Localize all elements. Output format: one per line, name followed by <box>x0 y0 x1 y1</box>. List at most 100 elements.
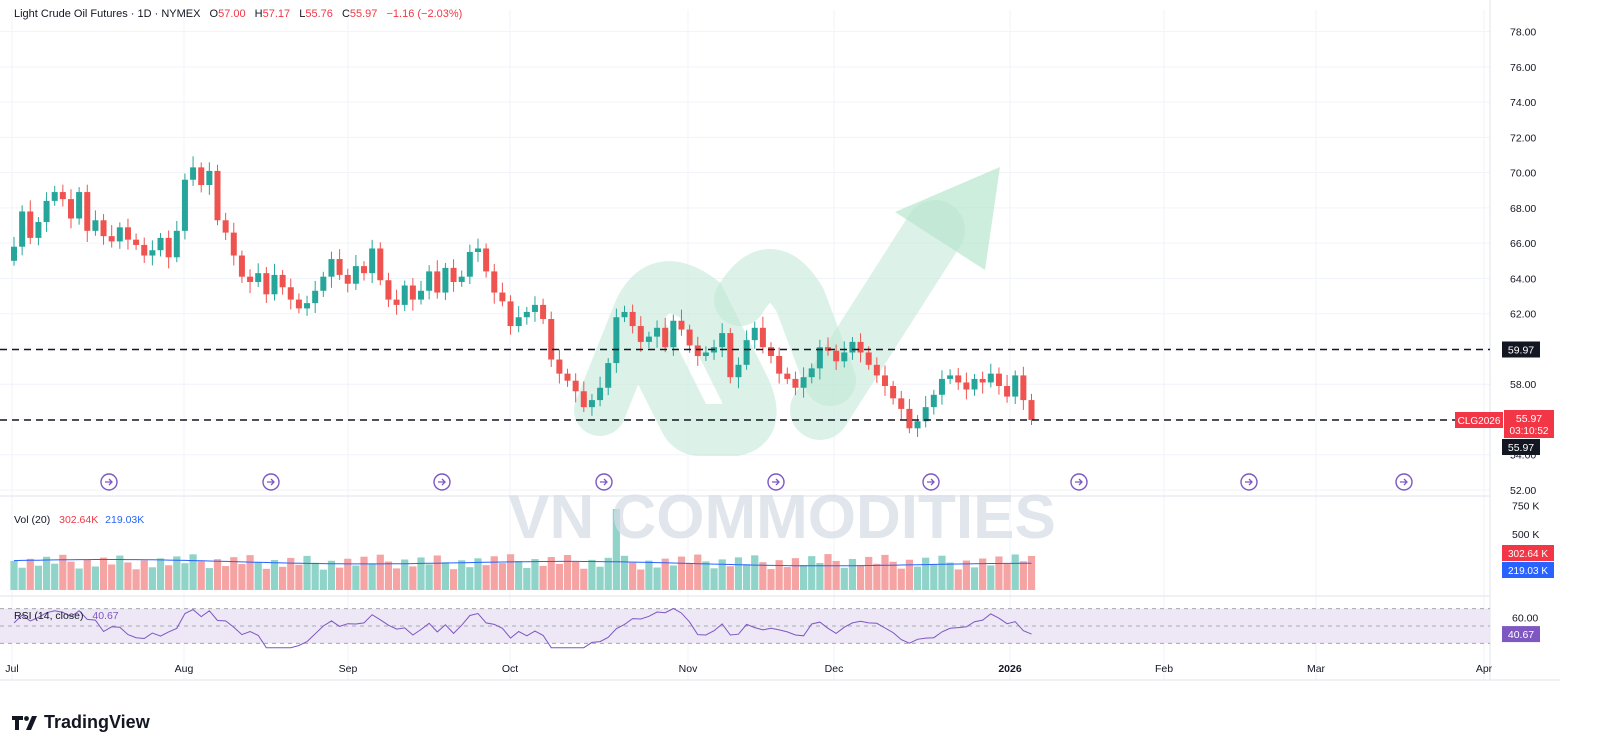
volume-bar <box>938 555 946 590</box>
volume-bar <box>441 562 450 590</box>
volume-bar <box>743 564 751 590</box>
candle-body <box>304 303 311 309</box>
volume-bar <box>140 560 148 590</box>
volume-bar <box>897 568 905 590</box>
volume-bar <box>482 565 490 590</box>
arrow-shaft <box>790 200 965 440</box>
candle-body <box>930 394 937 408</box>
price-tick-label: 58.00 <box>1510 379 1536 391</box>
candle-body <box>458 276 465 282</box>
volume-bar <box>1019 561 1027 590</box>
volume-bar <box>677 556 686 590</box>
high-value: 57.17 <box>262 8 291 20</box>
candle-body <box>564 373 571 381</box>
volume-bar <box>710 568 718 590</box>
change-value: −1.16 (−2.03%) <box>386 8 463 20</box>
volume-bar <box>523 567 531 590</box>
volume-bar <box>498 563 506 590</box>
candle-body <box>898 398 905 409</box>
tradingview-icon <box>12 715 37 730</box>
volume-bar <box>458 560 466 590</box>
candle-body <box>336 259 343 275</box>
volume-bar <box>75 568 83 590</box>
candle-body <box>637 326 644 342</box>
volume-bar <box>580 568 588 590</box>
volume-bar <box>10 560 18 590</box>
candle-body <box>548 318 555 360</box>
symbol-header[interactable]: Light Crude Oil Futures · 1D · NYMEX O57… <box>14 8 462 20</box>
volume-bar <box>417 557 425 590</box>
volume-bar <box>238 564 246 590</box>
candle-body <box>67 199 74 219</box>
candle-body <box>418 290 424 300</box>
candle-body <box>474 248 481 252</box>
candle-body <box>987 373 994 383</box>
volume-bar <box>1011 554 1019 590</box>
volume-bar <box>637 569 645 590</box>
candle-body <box>702 352 709 357</box>
volume-bar <box>669 565 677 590</box>
candle-body <box>914 421 921 429</box>
candle-body <box>84 192 91 231</box>
rsi-legend[interactable]: RSI (14, close) 40.67 <box>14 610 119 622</box>
candle-body <box>670 320 677 348</box>
volume-bar <box>856 565 865 590</box>
candle-body <box>971 378 978 390</box>
candle-body <box>450 267 457 282</box>
candle-body <box>963 382 970 390</box>
volume-bar <box>124 562 132 590</box>
volume-bar <box>83 559 91 590</box>
volume-bar <box>425 564 433 590</box>
candle-body <box>222 220 229 233</box>
candle-body <box>523 311 530 318</box>
volume-bar <box>319 569 327 590</box>
candle-body <box>173 230 180 258</box>
arrow-right-icon <box>438 478 446 486</box>
candle-body <box>531 304 538 312</box>
candle-body <box>1004 385 1011 397</box>
event-markers[interactable] <box>100 473 1413 491</box>
rsi-badge-text: 40.67 <box>1508 629 1534 641</box>
time-axis: Jul Aug Sep Oct Nov Dec 2026 Feb Mar Apr <box>5 663 1492 675</box>
volume-legend[interactable]: Vol (20) 302.64K 219.03K <box>14 514 144 526</box>
candle-body <box>621 311 628 318</box>
volume-bar <box>148 567 156 590</box>
candle-body <box>206 170 213 186</box>
volume-bar <box>563 555 572 590</box>
candle-body <box>361 266 368 274</box>
volume-bar <box>376 554 384 590</box>
price-tick-label: 62.00 <box>1510 309 1536 321</box>
candle-body <box>588 400 595 408</box>
time-tick-label: Mar <box>1307 663 1326 675</box>
arrow-right-icon <box>1400 478 1408 486</box>
rsi-line <box>13 607 1032 649</box>
volume-bar <box>474 558 482 590</box>
price-tick-label: 76.00 <box>1510 62 1536 74</box>
candle-body <box>287 287 294 300</box>
candle-body <box>784 373 791 379</box>
low-label: L <box>299 8 306 20</box>
volume-bar <box>230 557 238 590</box>
volume-bar <box>791 558 800 590</box>
volume-bar <box>840 567 848 590</box>
symbol-title: Light Crude Oil Futures · 1D · NYMEX <box>14 8 201 20</box>
candle-body <box>271 274 278 295</box>
volume-bar <box>262 568 270 590</box>
candle-body <box>124 227 131 240</box>
candle-body <box>157 237 164 251</box>
volume-pane: 750 K 500 K <box>10 501 1539 590</box>
candle-body <box>466 252 473 277</box>
volume-bar <box>572 561 580 590</box>
candle-body <box>507 301 514 327</box>
volume-bar <box>702 561 710 590</box>
candle-body <box>181 179 188 231</box>
candle-body <box>605 363 612 388</box>
candle-body <box>768 347 775 357</box>
candle-body <box>938 378 945 395</box>
candle-body <box>344 274 351 284</box>
candle-body <box>694 345 701 357</box>
volume-bar <box>409 566 417 590</box>
time-tick-label: Apr <box>1476 663 1493 675</box>
tradingview-logo[interactable]: TradingView <box>12 712 150 733</box>
